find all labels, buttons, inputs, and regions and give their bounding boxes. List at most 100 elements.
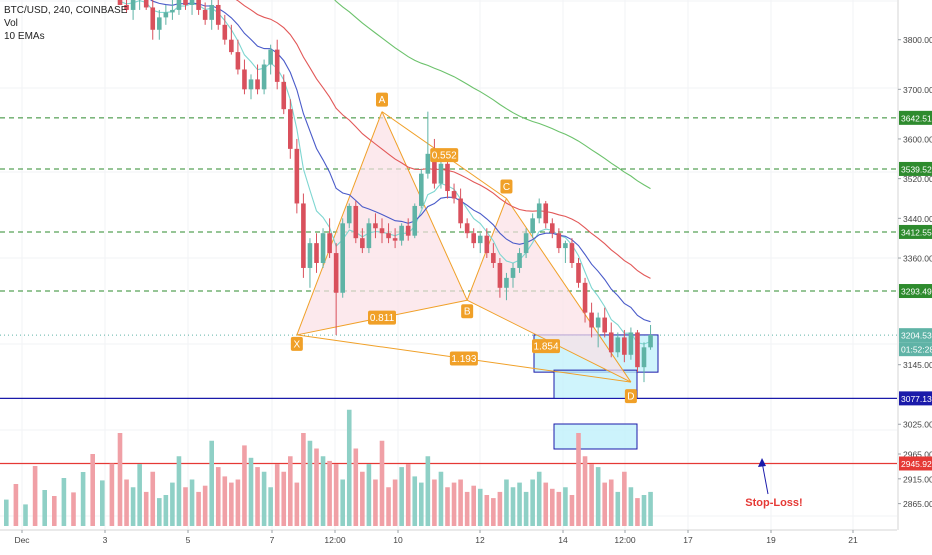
volume-bar bbox=[196, 492, 201, 526]
candle bbox=[295, 139, 300, 213]
candle bbox=[478, 233, 483, 253]
volume-bar bbox=[589, 464, 594, 526]
candle-body bbox=[517, 253, 522, 268]
candle bbox=[164, 5, 169, 25]
candle-body bbox=[360, 238, 365, 248]
volume-bar bbox=[100, 480, 105, 526]
candle bbox=[340, 218, 345, 297]
volume-bar bbox=[373, 480, 378, 527]
volume-bar bbox=[321, 456, 326, 526]
price-level-tag-text: 3642.51 bbox=[901, 113, 932, 123]
volume-bar bbox=[517, 483, 522, 526]
candle bbox=[432, 139, 437, 189]
time-tick-label: 10 bbox=[393, 535, 403, 545]
stop-loss-label[interactable]: Stop-Loss! bbox=[745, 497, 802, 509]
candle-body bbox=[642, 347, 647, 367]
price-tick-label: 3600.00 bbox=[903, 134, 932, 144]
volume-bar bbox=[118, 433, 123, 526]
pattern-ratio-text: 0.811 bbox=[370, 313, 395, 324]
candle-body bbox=[380, 228, 385, 233]
candle-body bbox=[196, 0, 201, 10]
volume-bar bbox=[124, 480, 129, 527]
volume-bar bbox=[229, 483, 234, 526]
candle-body bbox=[164, 12, 169, 17]
volume-bar bbox=[268, 487, 273, 526]
volume-bar bbox=[504, 480, 509, 527]
volume-bar bbox=[629, 487, 634, 526]
candle-body bbox=[334, 253, 339, 293]
volume-bar bbox=[478, 489, 483, 526]
candle-body bbox=[648, 335, 653, 347]
candle-body bbox=[131, 0, 136, 10]
candle bbox=[131, 0, 136, 20]
volume-bar bbox=[537, 472, 542, 526]
pattern-point-b-text: B bbox=[464, 307, 471, 318]
price-tick-label: 2915.00 bbox=[903, 474, 932, 484]
candle-body bbox=[262, 65, 267, 90]
price-tick-label: 3800.00 bbox=[903, 35, 932, 45]
candle-body bbox=[321, 233, 326, 263]
stop-loss-arrowhead bbox=[758, 458, 766, 467]
volume-bar bbox=[62, 478, 67, 526]
candle bbox=[308, 238, 313, 288]
candle bbox=[229, 25, 234, 55]
pattern-point-x[interactable]: X bbox=[291, 337, 303, 351]
volume-bar bbox=[412, 476, 417, 526]
candle bbox=[144, 0, 149, 10]
pattern-point-b[interactable]: B bbox=[461, 304, 473, 318]
candle-body bbox=[452, 191, 457, 198]
candle bbox=[412, 203, 417, 238]
stop-zone-box[interactable] bbox=[554, 424, 637, 449]
candle bbox=[242, 60, 247, 95]
pattern-point-d[interactable]: D bbox=[625, 389, 637, 403]
volume-bar bbox=[596, 467, 601, 526]
candle-body bbox=[314, 243, 319, 263]
pattern-point-c[interactable]: C bbox=[500, 179, 512, 193]
ema-indicator-label[interactable]: 10 EMAs bbox=[4, 30, 127, 43]
candle-body bbox=[150, 7, 155, 29]
pattern-ratio[interactable]: 1.854 bbox=[532, 339, 560, 353]
pattern-ratio-text: 1.193 bbox=[451, 354, 476, 365]
pattern-point-a[interactable]: A bbox=[376, 93, 388, 107]
candle bbox=[537, 198, 542, 223]
candle-body bbox=[288, 109, 293, 149]
volume-bar bbox=[452, 483, 457, 526]
volume-bar bbox=[144, 492, 149, 526]
candle-body bbox=[635, 332, 640, 367]
candle-body bbox=[399, 226, 404, 241]
candle-body bbox=[550, 223, 555, 233]
candle bbox=[642, 342, 647, 382]
candle-body bbox=[223, 25, 228, 40]
price-tick-label: 3440.00 bbox=[903, 214, 932, 224]
candle bbox=[170, 0, 175, 20]
volume-bar bbox=[190, 480, 195, 527]
pattern-ratio[interactable]: 0.552 bbox=[430, 148, 458, 162]
candle bbox=[314, 233, 319, 273]
candle bbox=[150, 0, 155, 40]
time-tick-label: 7 bbox=[270, 535, 275, 545]
volume-indicator-label[interactable]: Vol bbox=[4, 17, 127, 30]
candle-body bbox=[583, 283, 588, 313]
volume-bar bbox=[360, 472, 365, 526]
pattern-ratio[interactable]: 0.811 bbox=[368, 311, 396, 325]
symbol-label[interactable]: BTC/USD, 240, COINBASE bbox=[4, 4, 127, 17]
volume-bar bbox=[164, 495, 169, 526]
candle-body bbox=[478, 236, 483, 243]
volume-bar bbox=[367, 464, 372, 526]
time-axis[interactable] bbox=[0, 530, 932, 550]
pattern-ratio[interactable]: 1.193 bbox=[450, 352, 478, 366]
time-tick-label: 5 bbox=[186, 535, 191, 545]
candle-body bbox=[281, 82, 286, 109]
candle-body bbox=[203, 10, 208, 20]
volume-bar bbox=[223, 476, 228, 526]
volume-bar bbox=[150, 472, 155, 526]
volume-bar bbox=[445, 487, 450, 526]
candle bbox=[602, 308, 607, 338]
candle bbox=[452, 184, 457, 204]
volume-bar bbox=[583, 456, 588, 526]
candle-body bbox=[295, 149, 300, 204]
candle-body bbox=[504, 278, 509, 288]
candle-body bbox=[209, 5, 214, 20]
